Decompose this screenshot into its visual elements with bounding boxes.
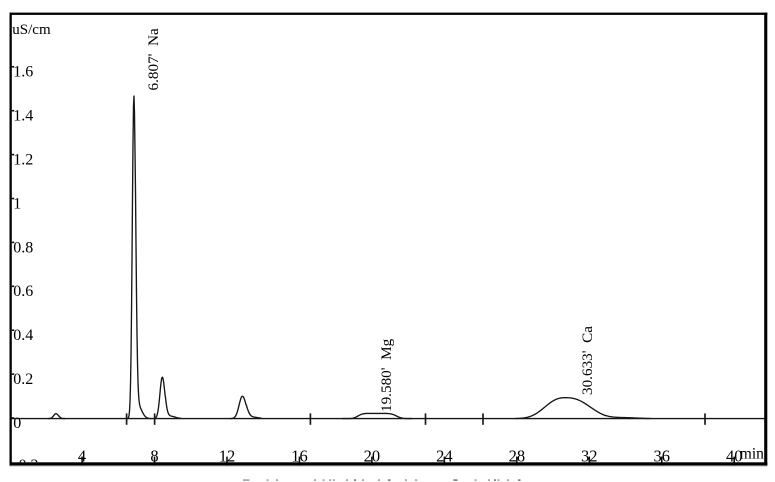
svg-text:1: 1	[13, 195, 21, 212]
svg-text:36: 36	[653, 446, 670, 465]
svg-text:32: 32	[581, 446, 598, 465]
svg-text:1.4: 1.4	[13, 108, 33, 125]
svg-text:20: 20	[364, 446, 381, 465]
svg-text:min: min	[740, 445, 764, 462]
svg-text:uS/cm: uS/cm	[12, 22, 51, 38]
svg-text:40: 40	[726, 446, 743, 465]
svg-text:28: 28	[509, 446, 526, 465]
svg-text:0.2: 0.2	[13, 371, 33, 388]
svg-text:0.6: 0.6	[13, 283, 33, 300]
svg-text:30.633' Ca: 30.633' Ca	[579, 326, 596, 395]
svg-text:12: 12	[219, 446, 236, 465]
svg-text:8: 8	[150, 446, 158, 465]
svg-text:24: 24	[436, 446, 453, 465]
svg-text:0: 0	[13, 415, 21, 432]
svg-text:-0.2: -0.2	[13, 457, 38, 474]
svg-text:1.6: 1.6	[13, 64, 33, 81]
svg-text:1.2: 1.2	[13, 152, 33, 169]
svg-text:19.580' Mg: 19.580' Mg	[378, 338, 395, 412]
svg-text:4: 4	[78, 446, 86, 465]
svg-text:6.807' Na: 6.807' Na	[145, 28, 162, 90]
svg-text:16: 16	[291, 446, 308, 465]
svg-text:0.8: 0.8	[13, 239, 33, 256]
svg-text:0.4: 0.4	[13, 327, 33, 344]
